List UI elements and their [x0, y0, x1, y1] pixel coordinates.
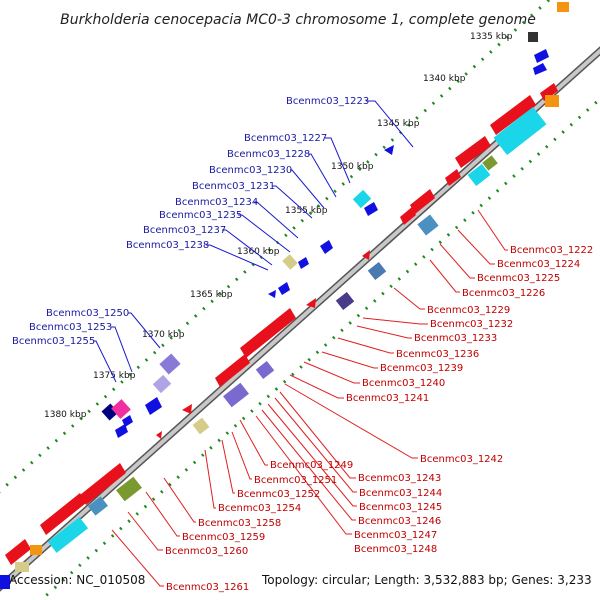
gene-label[interactable]: Bcenmc03_1261: [166, 582, 249, 593]
gene-label[interactable]: Bcenmc03_1228: [227, 149, 310, 160]
outer-tick-track: [0, 0, 552, 494]
gene-label[interactable]: Bcenmc03_1239: [380, 363, 463, 374]
reverse-strand-genes: [115, 49, 549, 438]
gene-label[interactable]: Bcenmc03_1233: [414, 333, 497, 344]
gene-label[interactable]: Bcenmc03_1241: [346, 393, 429, 404]
gene-label[interactable]: Bcenmc03_1222: [510, 245, 593, 256]
reverse-gene-labels: Bcenmc03_1223 Bcenmc03_1227 Bcenmc03_122…: [12, 96, 369, 347]
gene-label[interactable]: Bcenmc03_1245: [359, 502, 442, 513]
kbp-label: 1355 kbp: [285, 206, 328, 216]
gene-label[interactable]: Bcenmc03_1260: [165, 546, 248, 557]
accession-label: Accession: NC_010508: [9, 573, 146, 587]
forward-strand-colored: [0, 2, 569, 589]
kbp-label: 1340 kbp: [423, 74, 466, 84]
gene-label[interactable]: Bcenmc03_1225: [477, 273, 560, 284]
map-title: Burkholderia cenocepacia MC0-3 chromosom…: [60, 12, 536, 28]
gene-label[interactable]: Bcenmc03_1255: [12, 336, 95, 347]
gene-label[interactable]: Bcenmc03_1240: [362, 378, 445, 389]
gene-label[interactable]: Bcenmc03_1259: [182, 532, 265, 543]
kbp-label: 1380 kbp: [44, 410, 87, 420]
gene-label[interactable]: Bcenmc03_1238: [126, 240, 209, 251]
gene-label[interactable]: Bcenmc03_1227: [244, 133, 327, 144]
gene-label[interactable]: Bcenmc03_1247: [354, 530, 437, 541]
topology-label: Topology: circular; Length: 3,532,883 bp…: [262, 573, 592, 587]
gene-label[interactable]: Bcenmc03_1235: [159, 210, 242, 221]
gene-label[interactable]: Bcenmc03_1223: [286, 96, 369, 107]
kbp-label: 1345 kbp: [377, 119, 420, 129]
gene-label[interactable]: Bcenmc03_1246: [358, 516, 441, 527]
gene-label[interactable]: Bcenmc03_1234: [175, 197, 258, 208]
gene-label[interactable]: Bcenmc03_1242: [420, 454, 503, 465]
kbp-label: 1360 kbp: [237, 247, 280, 257]
gene-label[interactable]: Bcenmc03_1230: [209, 165, 292, 176]
kbp-label: 1350 kbp: [331, 162, 374, 172]
gene-label[interactable]: Bcenmc03_1237: [143, 225, 226, 236]
gene-label[interactable]: Bcenmc03_1250: [46, 308, 129, 319]
kbp-label: 1370 kbp: [142, 330, 185, 340]
gene-label[interactable]: Bcenmc03_1253: [29, 322, 112, 333]
gene-label[interactable]: Bcenmc03_1244: [359, 488, 442, 499]
kbp-label: 1365 kbp: [190, 290, 233, 300]
gene-label[interactable]: Bcenmc03_1226: [462, 288, 545, 299]
gene-label[interactable]: Bcenmc03_1236: [396, 349, 479, 360]
gene-label[interactable]: Bcenmc03_1232: [430, 319, 513, 330]
forward-strand-genes: [5, 83, 558, 565]
gene-label[interactable]: Bcenmc03_1248: [354, 544, 437, 555]
forward-gene-labels: Bcenmc03_1222 Bcenmc03_1224 Bcenmc03_122…: [165, 245, 593, 593]
forward-gene-leaders: [111, 209, 508, 587]
gene-label[interactable]: Bcenmc03_1251: [254, 475, 337, 486]
gene-label[interactable]: Bcenmc03_1252: [237, 489, 320, 500]
reverse-gene-leaders: [93, 100, 414, 383]
inner-tick-track: [38, 96, 600, 600]
kbp-label: 1335 kbp: [470, 32, 513, 42]
gene-label[interactable]: Bcenmc03_1231: [192, 181, 275, 192]
gene-label[interactable]: Bcenmc03_1243: [358, 473, 441, 484]
reverse-strand-hatched: [101, 32, 538, 421]
gene-label[interactable]: Bcenmc03_1254: [218, 503, 301, 514]
gene-label[interactable]: Bcenmc03_1249: [270, 460, 353, 471]
gene-label[interactable]: Bcenmc03_1258: [198, 518, 281, 529]
kbp-label: 1375 kbp: [93, 371, 136, 381]
kbp-scale: 1335 kbp 1340 kbp 1345 kbp 1350 kbp 1355…: [44, 32, 513, 420]
gene-label[interactable]: Bcenmc03_1224: [497, 259, 580, 270]
gene-label[interactable]: Bcenmc03_1229: [427, 305, 510, 316]
